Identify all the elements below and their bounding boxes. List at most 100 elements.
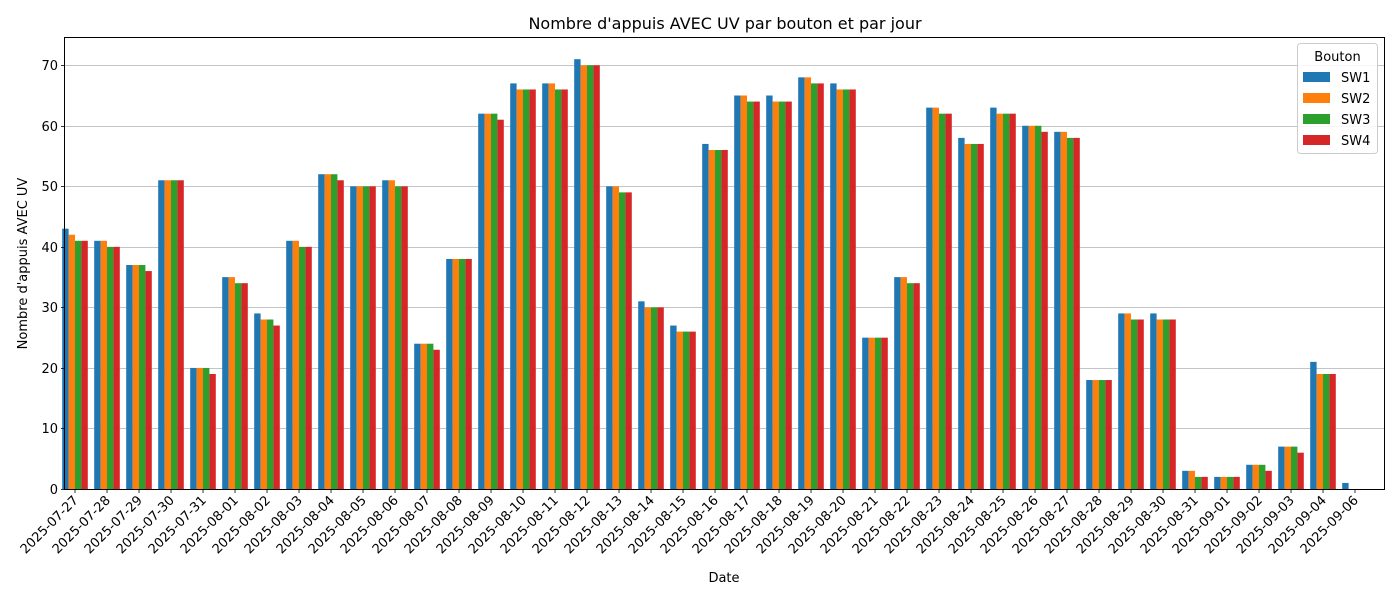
bar-sw4: [273, 325, 280, 489]
bar-sw4: [625, 192, 632, 489]
bar-sw1: [1118, 313, 1125, 489]
bar-sw4: [785, 101, 792, 489]
bar-sw1: [1150, 313, 1157, 489]
bar-sw3: [1099, 380, 1106, 489]
bar-sw4: [1009, 113, 1016, 490]
bar-sw4: [1041, 131, 1048, 489]
bar-sw1: [126, 265, 133, 489]
bar-sw1: [1182, 470, 1189, 489]
x-axis-label: Date: [708, 571, 739, 586]
bar-sw4: [529, 89, 536, 490]
y-tick-label: 10: [41, 422, 58, 437]
bar-sw3: [427, 343, 434, 489]
y-tick-label: 70: [41, 59, 58, 74]
bar-sw2: [548, 83, 555, 490]
bar-sw3: [1131, 319, 1138, 489]
bar-sw2: [228, 277, 235, 489]
bar-sw4: [945, 113, 952, 490]
bar-sw2: [1220, 476, 1227, 489]
bar-sw3: [683, 331, 690, 489]
bar-sw3: [651, 307, 658, 489]
bar-sw2: [772, 101, 779, 489]
bar-sw3: [395, 186, 402, 489]
bar-sw3: [107, 246, 114, 489]
bar-sw3: [619, 192, 626, 489]
bar-sw3: [235, 283, 242, 489]
bar-sw1: [1246, 464, 1253, 489]
bar-sw1: [574, 59, 581, 489]
bar-sw3: [203, 367, 210, 489]
bar-sw1: [190, 367, 197, 489]
bar-sw4: [721, 149, 728, 490]
bar-sw1: [414, 343, 421, 489]
bar-sw4: [497, 119, 504, 489]
bar-sw2: [1156, 319, 1163, 489]
bar-sw1: [1278, 446, 1285, 489]
bar-sw2: [836, 89, 843, 490]
legend-swatch-sw1: [1303, 72, 1330, 82]
bar-sw2: [1316, 373, 1323, 489]
bar-sw1: [158, 180, 165, 489]
bar-sw2: [260, 319, 267, 489]
bar-sw1: [1022, 125, 1029, 489]
legend-label-sw1: SW1: [1341, 71, 1370, 86]
bar-sw3: [555, 89, 562, 490]
bar-sw1: [702, 143, 709, 489]
bar-sw2: [452, 258, 459, 489]
bar-sw3: [1259, 464, 1266, 489]
bar-sw3: [747, 101, 754, 489]
legend-label-sw2: SW2: [1341, 92, 1370, 107]
bar-sw4: [401, 186, 408, 489]
bar-sw4: [849, 89, 856, 490]
bars: [62, 59, 1349, 490]
bar-sw4: [433, 349, 440, 489]
bar-sw1: [1342, 482, 1349, 489]
bar-sw1: [62, 228, 69, 489]
bar-sw2: [868, 337, 875, 489]
bar-sw3: [299, 246, 306, 489]
bar-sw4: [177, 180, 184, 489]
bar-sw2: [676, 331, 683, 489]
y-tick-label: 0: [50, 483, 58, 498]
bar-sw1: [958, 137, 965, 489]
bar-sw1: [1214, 476, 1221, 489]
bar-sw1: [222, 277, 229, 489]
legend: Bouton SW1 SW2 SW3 SW4: [1297, 43, 1378, 154]
bar-sw3: [843, 89, 850, 490]
bar-sw2: [1060, 131, 1067, 489]
bar-sw4: [1169, 319, 1176, 489]
bar-sw1: [926, 107, 933, 490]
bar-sw1: [510, 83, 517, 490]
bar-sw1: [990, 107, 997, 490]
bar-sw2: [1188, 470, 1195, 489]
bar-sw4: [689, 331, 696, 489]
bar-sw1: [542, 83, 549, 490]
bar-sw2: [516, 89, 523, 490]
bar-sw1: [638, 301, 645, 489]
bar-sw2: [1028, 125, 1035, 489]
legend-swatch-sw4: [1303, 135, 1330, 145]
bar-sw4: [1265, 470, 1272, 489]
bar-sw4: [145, 271, 152, 489]
bar-sw1: [670, 325, 677, 489]
legend-swatch-sw2: [1303, 93, 1330, 103]
bar-sw4: [1201, 476, 1208, 489]
y-tick-label: 20: [41, 362, 58, 377]
bar-sw2: [68, 234, 75, 489]
bar-sw2: [356, 186, 363, 489]
bar-sw4: [1105, 380, 1112, 489]
legend-box: [1297, 43, 1378, 154]
bar-sw2: [932, 107, 939, 490]
y-tick-label: 60: [41, 120, 58, 135]
legend-title: Bouton: [1314, 50, 1360, 65]
bar-sw4: [657, 307, 664, 489]
bar-sw4: [977, 143, 984, 489]
bar-sw2: [388, 180, 395, 489]
bar-sw2: [1092, 380, 1099, 489]
bar-sw1: [1054, 131, 1061, 489]
bar-sw2: [740, 95, 747, 489]
bar-sw3: [971, 143, 978, 489]
bar-sw2: [580, 65, 587, 490]
y-axis-label: Nombre d'appuis AVEC UV: [16, 178, 31, 350]
bar-sw1: [766, 95, 773, 489]
